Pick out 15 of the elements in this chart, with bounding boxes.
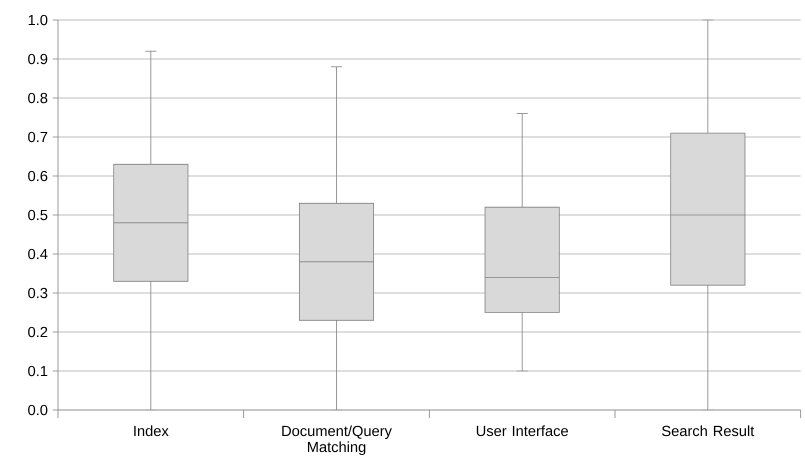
x-tick-label: Index	[134, 425, 169, 436]
y-tick-label: 0.7	[28, 132, 48, 142]
y-tick-label: 0.2	[28, 326, 48, 338]
y-tick-label: 1.0	[28, 14, 48, 26]
x-tick-label: Document/Query Matching	[282, 425, 392, 456]
y-tick-label: 0.0	[28, 404, 48, 416]
y-tick-label: 0.8	[28, 92, 48, 104]
x-tick-label: User Interface	[476, 425, 568, 436]
y-tick-label: 0.1	[28, 366, 48, 376]
x-tick-label: Search Result	[662, 425, 754, 436]
y-tick-label: 0.5	[28, 210, 48, 220]
y-tick-label: 0.3	[28, 288, 48, 298]
y-tick-label: 0.6	[28, 170, 48, 182]
y-tick-label: 0.9	[28, 54, 48, 64]
y-tick-label: 0.4	[28, 248, 48, 260]
